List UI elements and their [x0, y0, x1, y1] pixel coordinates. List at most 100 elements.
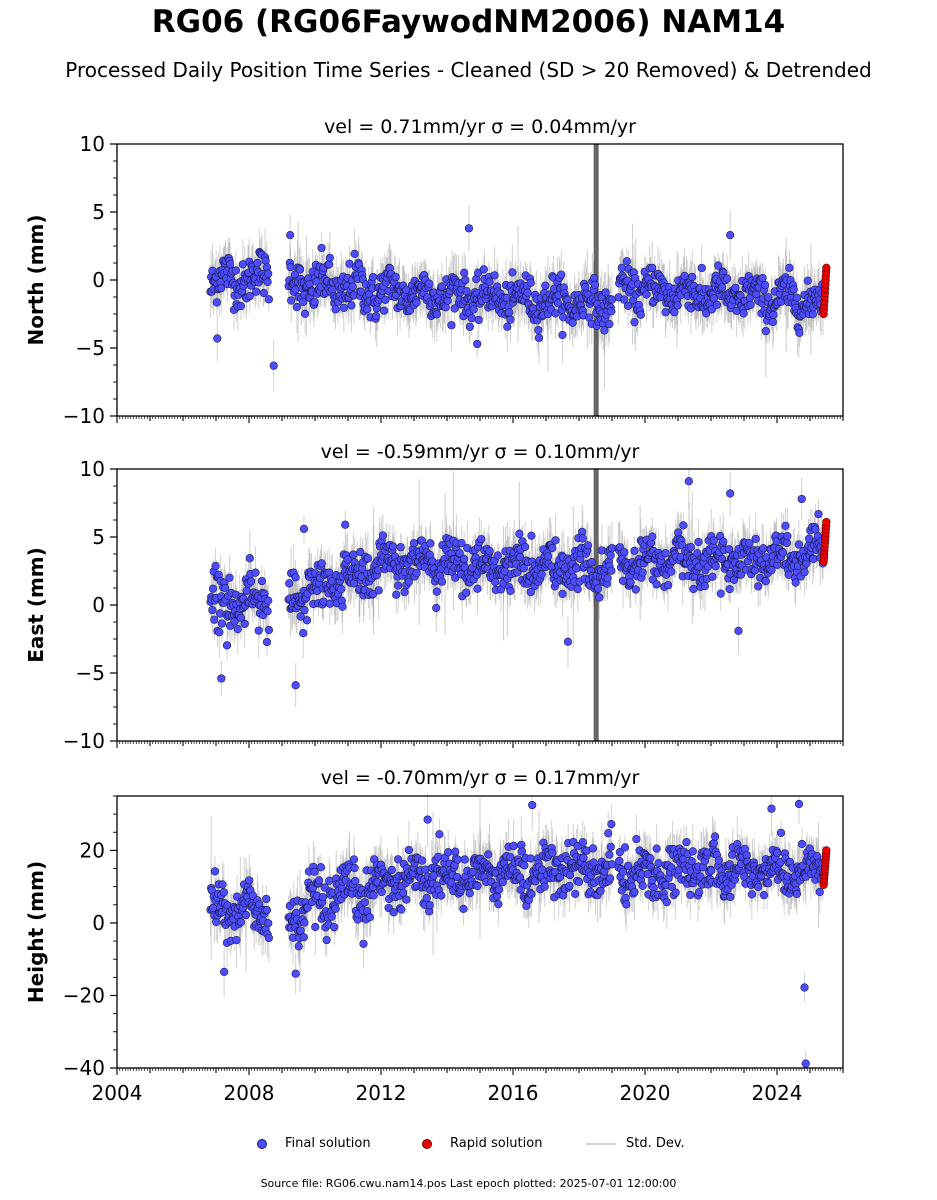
final-point — [247, 577, 256, 586]
final-point — [217, 619, 227, 628]
final-point — [661, 308, 670, 317]
final-point — [474, 315, 483, 325]
final-point — [603, 574, 612, 583]
final-point — [758, 273, 767, 283]
final-point — [791, 578, 800, 587]
panel-title-east: vel = -0.59mm/yr σ = 0.10mm/yr — [321, 441, 640, 463]
final-point — [388, 542, 398, 551]
panel-title-north: vel = 0.71mm/yr σ = 0.04mm/yr — [324, 116, 636, 138]
final-point — [723, 274, 732, 283]
final-point — [814, 509, 823, 519]
figure-subtitle: Processed Daily Position Time Series - C… — [65, 58, 872, 82]
final-point — [697, 263, 706, 273]
final-point — [679, 521, 688, 530]
final-point — [400, 588, 409, 597]
final-points-east — [206, 477, 828, 690]
final-point — [222, 641, 232, 650]
final-point — [245, 291, 254, 301]
final-point — [292, 302, 301, 312]
final-point — [789, 285, 798, 294]
final-point — [769, 310, 778, 319]
final-point — [231, 266, 240, 275]
final-point — [642, 290, 651, 299]
final-point — [751, 534, 760, 543]
final-point — [378, 531, 388, 540]
final-point — [461, 588, 471, 597]
final-point — [754, 582, 763, 591]
final-point — [299, 629, 308, 638]
y-tick-label: 5 — [92, 200, 105, 224]
final-point — [264, 295, 273, 304]
final-point — [626, 578, 635, 587]
final-point — [300, 605, 309, 615]
rapid-points-east — [819, 517, 831, 566]
final-point — [590, 280, 599, 289]
final-point — [368, 589, 378, 599]
final-point — [245, 554, 254, 563]
final-point — [630, 318, 639, 327]
final-point — [684, 477, 693, 486]
final-point — [667, 567, 676, 576]
final-point — [211, 561, 220, 571]
final-point — [587, 558, 596, 567]
final-point — [213, 334, 222, 343]
final-point — [709, 294, 718, 303]
final-point — [341, 520, 350, 529]
y-tick-label: −10 — [63, 404, 105, 428]
final-point — [262, 637, 272, 647]
final-point — [568, 318, 577, 327]
final-point — [551, 536, 560, 545]
final-point — [526, 278, 535, 287]
y-tick-label: 0 — [92, 268, 105, 292]
final-point — [485, 547, 494, 556]
final-point — [295, 265, 305, 274]
final-point — [392, 590, 401, 599]
final-point — [794, 540, 803, 549]
final-point — [729, 575, 739, 585]
final-point — [491, 577, 500, 587]
final-point — [380, 306, 389, 315]
final-point — [317, 243, 326, 253]
plot-area-north — [206, 144, 831, 416]
final-point — [363, 305, 372, 314]
final-point — [339, 303, 348, 312]
final-point — [285, 579, 294, 588]
final-point — [719, 537, 728, 546]
x-axis-east — [116, 741, 844, 748]
y-tick-label: 10 — [80, 457, 105, 481]
final-point — [573, 585, 582, 594]
final-point — [605, 319, 614, 329]
final-point — [437, 282, 447, 291]
final-point — [783, 531, 792, 541]
final-point — [709, 536, 718, 545]
final-point — [432, 310, 441, 319]
final-point — [263, 607, 272, 616]
panel-north: −10 −5 0 5 10 vel = 0.71mm/yr σ = 0.04mm/yr No… — [24, 116, 844, 428]
y-tick-label: −5 — [76, 661, 105, 685]
final-point — [443, 296, 452, 305]
final-point — [217, 284, 226, 293]
final-point — [506, 586, 515, 596]
final-point — [257, 576, 266, 586]
final-point — [506, 315, 515, 324]
final-point — [736, 570, 746, 579]
final-point — [648, 263, 657, 272]
final-point — [212, 298, 221, 307]
final-point — [477, 534, 486, 544]
final-point — [648, 532, 657, 541]
final-point — [548, 543, 557, 553]
final-point — [711, 562, 720, 571]
final-point — [520, 542, 530, 551]
final-point — [618, 576, 628, 585]
final-point — [381, 295, 390, 304]
final-point — [745, 539, 754, 548]
final-point — [426, 539, 435, 548]
final-point — [601, 288, 610, 297]
final-point — [373, 566, 383, 575]
final-point — [752, 290, 761, 299]
final-point — [473, 339, 482, 349]
final-point — [348, 282, 357, 291]
final-point — [631, 585, 640, 594]
final-point — [485, 277, 494, 286]
final-point — [714, 261, 723, 270]
